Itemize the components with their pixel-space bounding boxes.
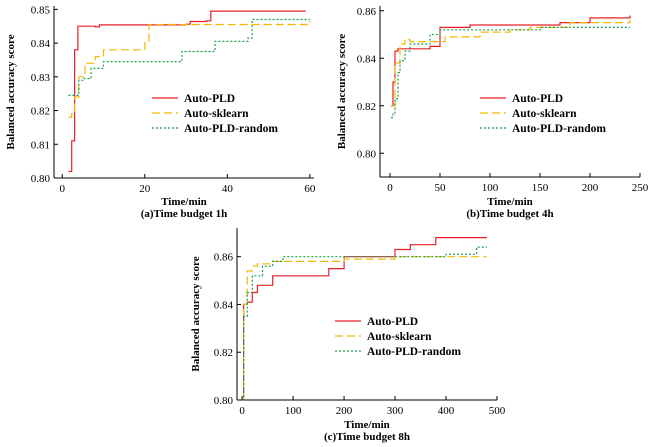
legend-label: Auto-PLD-random: [184, 123, 278, 135]
series-line-auto-pld-random: [391, 27, 630, 117]
y-tick-label: 0.82: [214, 347, 233, 359]
y-axis-label: Balanced accuracy score: [5, 34, 17, 149]
y-tick-label: 0.84: [357, 53, 377, 65]
y-tick-label: 0.80: [214, 395, 234, 407]
y-tick-label: 0.80: [357, 148, 377, 160]
x-tick-label: 0: [387, 182, 393, 194]
x-tick-label: 500: [489, 405, 506, 417]
series-line-auto-pld: [68, 11, 305, 171]
legend-label: Auto-sklearn: [512, 108, 577, 120]
x-tick-label: 0: [239, 405, 245, 417]
chart-panel-2: 0.800.820.840.860 50 100 150 200 250Auto-PLDA…: [336, 6, 649, 220]
x-tick-label: 0: [60, 183, 66, 195]
x-tick-label: 400: [438, 405, 455, 417]
y-tick-label: 0.81: [31, 139, 50, 151]
chart-panel-3: 0.80 0.82 0.84 0.86 0 100 200 300 400 500 Auto-PLD…: [190, 228, 506, 443]
y-tick-label: 0.86: [357, 6, 377, 18]
legend-label: Auto-PLD-random: [512, 123, 606, 135]
y-tick-label: 0.85: [31, 4, 51, 16]
legend-label: Auto-PLD: [184, 93, 235, 105]
legend: Auto-PLD Auto-sklearn Auto-PLD-random: [335, 316, 461, 358]
x-tick-label: 50: [435, 182, 447, 194]
x-tick-label: 200: [336, 405, 353, 417]
y-tick-label: 0.82: [31, 106, 50, 118]
legend-label: Auto-PLD: [367, 316, 418, 328]
y-tick-label: 0.83: [31, 72, 51, 84]
legend-label: Auto-sklearn: [367, 331, 432, 343]
legend: Auto-PLD Auto-sklearn Auto-PLD-random: [480, 93, 606, 135]
y-axis-label: Balanced accuracy score: [336, 34, 348, 149]
chart-caption: (c)Time budget 8h: [324, 431, 410, 443]
y-tick-label: 0.82: [357, 101, 376, 113]
series-line-auto-pld-random: [68, 20, 310, 96]
legend-label: Auto-PLD-random: [367, 346, 461, 358]
x-tick-label: 100: [285, 405, 302, 417]
series-line-auto-pld-random: [243, 247, 487, 400]
x-tick-label: 250: [632, 182, 649, 194]
chart-caption: (b)Time budget 4h: [466, 208, 553, 220]
x-tick-label: 150: [532, 182, 549, 194]
x-tick-label: 40: [222, 183, 234, 195]
series-line-auto-sklearn: [391, 20, 630, 106]
series-line-auto-pld: [391, 16, 630, 106]
y-tick-label: 0.86: [214, 252, 234, 264]
x-tick-label: 200: [582, 182, 599, 194]
legend-label: Auto-PLD: [512, 93, 563, 105]
x-axis-label: Time/min: [344, 419, 390, 431]
y-tick-label: 0.84: [214, 299, 234, 311]
legend-label: Auto-sklearn: [184, 108, 249, 120]
x-tick-label: 100: [482, 182, 499, 194]
legend: Auto-PLD Auto-sklearn Auto-PLD-random: [152, 93, 278, 135]
x-tick-label: 60: [304, 183, 316, 195]
x-tick-label: 300: [387, 405, 404, 417]
y-tick-label: 0.84: [31, 38, 51, 50]
y-axis-label: Balanced accuracy score: [190, 256, 202, 371]
y-tick-label: 0.80: [31, 173, 51, 185]
chart-caption: (a)Time budget 1h: [141, 208, 228, 220]
x-tick-label: 20: [139, 183, 151, 195]
x-axis-label: Time/min: [487, 196, 533, 208]
series-line-auto-sklearn: [243, 257, 487, 400]
x-axis-label: Time/min: [161, 196, 207, 208]
chart-panel-1: 0.800.810.820.830.840.850 20 40 60Auto-PLDA…: [5, 4, 316, 220]
